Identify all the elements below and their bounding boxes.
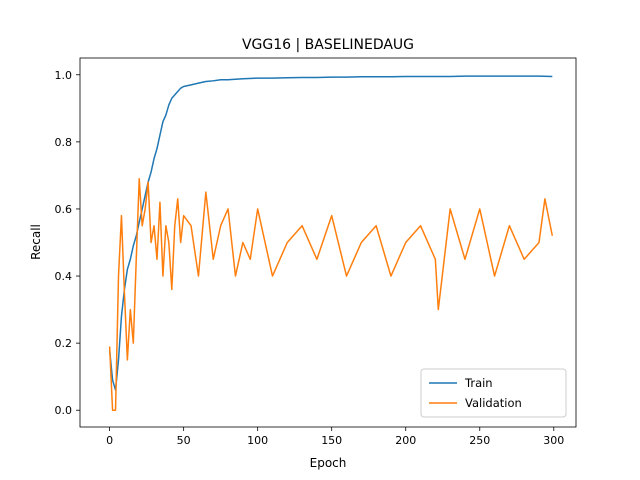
y-tick-label: 0.2 [55, 337, 73, 350]
x-tick-label: 0 [106, 434, 113, 447]
x-axis-ticks: 0 50 100 150 200 250 300 [106, 427, 564, 447]
y-tick-label: 0.8 [55, 136, 73, 149]
y-tick-label: 0.6 [55, 203, 73, 216]
x-tick-label: 150 [321, 434, 342, 447]
x-tick-label: 100 [247, 434, 268, 447]
x-tick-label: 200 [395, 434, 416, 447]
x-axis-label: Epoch [310, 456, 347, 470]
chart-title: VGG16 | BASELINEDAUG [242, 37, 414, 53]
series-line-validation [108, 178, 554, 411]
series-layer [108, 75, 554, 411]
plot-frame [79, 57, 577, 428]
y-tick-label: 0.4 [55, 270, 73, 283]
series-line-train [108, 75, 553, 391]
y-axis-label: Recall [29, 224, 43, 260]
x-tick-label: 250 [469, 434, 490, 447]
x-tick-label: 300 [543, 434, 564, 447]
x-tick-label: 50 [177, 434, 191, 447]
legend-box [420, 368, 567, 418]
y-tick-label: 1.0 [55, 69, 73, 82]
plot-area [80, 58, 576, 427]
legend-label-train: Train [464, 376, 493, 390]
legend-label-validation: Validation [465, 396, 522, 410]
y-tick-label: 0.0 [55, 404, 73, 417]
legend: Train Validation [420, 368, 567, 418]
y-axis-ticks: 0.0 0.2 0.4 0.6 0.8 1.0 [55, 69, 80, 417]
